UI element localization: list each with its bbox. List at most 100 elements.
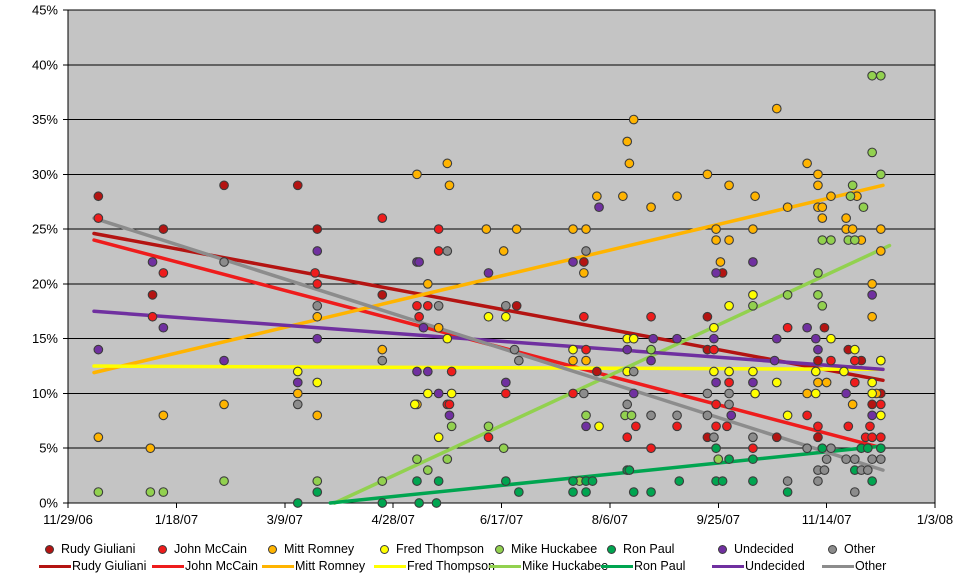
x-axis-tick-label: 11/29/06: [43, 512, 93, 527]
data-point-fred-thompson: [409, 399, 420, 410]
data-point-fred-thompson: [446, 388, 457, 399]
data-point-undecided: [748, 377, 758, 388]
data-point-mitt-romney: [802, 388, 812, 399]
data-point-john-mccain: [622, 432, 633, 443]
y-axis-tick-label: 20%: [32, 276, 58, 291]
data-point-mitt-romney: [711, 224, 721, 234]
data-point-rudy-giuliani: [813, 432, 823, 443]
data-point-undecided: [433, 388, 444, 399]
data-point-john-mccain: [446, 366, 457, 377]
data-point-ron-paul: [875, 443, 886, 454]
legend-line-icon: [489, 564, 521, 568]
data-point-undecided: [726, 410, 737, 421]
data-point-mitt-romney: [750, 191, 760, 202]
legend-line-icon: [152, 564, 184, 568]
data-point-ron-paul: [674, 476, 685, 486]
data-point-mitt-romney: [145, 443, 156, 454]
data-point-john-mccain: [843, 421, 854, 432]
data-point-mike-huckabee: [826, 235, 836, 245]
data-point-mitt-romney: [875, 224, 886, 234]
data-point-undecided: [292, 377, 303, 388]
data-point-mitt-romney: [622, 136, 633, 147]
data-point-mitt-romney: [292, 388, 303, 399]
legend-item-other-marker: Other: [828, 542, 875, 556]
data-point-mitt-romney: [672, 191, 682, 202]
data-point-undecided: [568, 257, 578, 267]
data-point-mitt-romney: [817, 213, 828, 224]
data-point-mitt-romney: [568, 355, 578, 366]
plot-border: [67, 9, 936, 504]
data-point-john-mccain: [500, 388, 511, 399]
legend-item-undecided-trendline: Undecided: [712, 559, 805, 573]
legend-item-mike-huckabee-marker: Mike Huckabee: [495, 542, 597, 556]
data-point-mike-huckabee: [817, 235, 828, 245]
data-point-john-mccain: [422, 300, 433, 311]
data-point-undecided: [648, 333, 659, 344]
data-point-john-mccain: [646, 443, 656, 454]
data-point-john-mccain: [849, 377, 860, 388]
data-point-rudy-giuliani: [867, 399, 877, 410]
data-point-john-mccain: [875, 399, 886, 410]
legend-item-ron-paul-trendline: Ron Paul: [601, 559, 685, 573]
x-axis-tick-label: 9/25/07: [697, 512, 740, 527]
data-point-fred-thompson: [594, 421, 604, 432]
data-point-mike-huckabee: [312, 476, 323, 486]
data-point-fred-thompson: [568, 344, 578, 355]
data-point-other: [513, 355, 524, 366]
data-point-other: [819, 465, 830, 475]
data-point-mitt-romney: [821, 377, 832, 388]
data-point-mike-huckabee: [867, 147, 877, 158]
data-point-undecided: [422, 366, 433, 377]
data-point-ron-paul: [862, 443, 873, 454]
data-point-john-mccain: [93, 213, 104, 224]
data-point-fred-thompson: [312, 377, 323, 388]
data-point-john-mccain: [568, 388, 578, 399]
data-point-john-mccain: [377, 213, 388, 224]
data-point-mike-huckabee: [875, 169, 886, 180]
data-point-mitt-romney: [724, 180, 734, 191]
data-point-other: [813, 476, 823, 486]
y-axis-tick-label: 0%: [39, 496, 58, 511]
data-point-mike-huckabee: [219, 476, 229, 486]
data-point-other: [509, 344, 520, 355]
data-point-mike-huckabee: [626, 410, 637, 421]
data-point-mitt-romney: [219, 399, 229, 410]
data-point-other: [841, 454, 851, 465]
legend-label: Mitt Romney: [295, 559, 366, 573]
legend-dot-icon: [158, 544, 167, 554]
data-point-mike-huckabee: [412, 454, 422, 465]
data-point-ron-paul: [587, 476, 598, 486]
legend-dot-icon: [45, 544, 54, 554]
data-point-mike-huckabee: [498, 443, 509, 454]
data-point-john-mccain: [782, 322, 793, 333]
legend-label: Other: [844, 542, 876, 556]
data-point-john-mccain: [849, 355, 860, 366]
y-axis-tick-label: 40%: [32, 57, 58, 72]
data-point-mitt-romney: [618, 191, 628, 202]
legend-item-undecided-marker: Undecided: [718, 542, 794, 556]
data-point-rudy-giuliani: [93, 191, 104, 202]
legend-label: Rudy Giuliani: [72, 559, 147, 573]
data-point-fred-thompson: [724, 366, 734, 377]
data-point-other: [821, 454, 832, 465]
data-point-mike-huckabee: [748, 300, 758, 311]
data-point-undecided: [581, 421, 591, 432]
data-point-ron-paul: [568, 476, 578, 486]
data-point-other: [312, 300, 323, 311]
data-point-mitt-romney: [422, 279, 433, 289]
data-point-john-mccain: [433, 224, 444, 234]
data-point-undecided: [147, 257, 158, 267]
data-point-undecided: [672, 333, 682, 344]
data-point-undecided: [594, 202, 604, 213]
data-point-rudy-giuliani: [813, 355, 823, 366]
x-axis-tick-label: 6/17/07: [480, 512, 523, 527]
x-axis-tick-label: 4/28/07: [371, 512, 414, 527]
y-axis-tick-label: 10%: [32, 386, 58, 401]
data-point-rudy-giuliani: [158, 224, 169, 234]
legend-label: Fred Thompson: [396, 542, 485, 556]
data-point-john-mccain: [711, 399, 721, 410]
data-point-fred-thompson: [875, 355, 886, 366]
legend-label: John McCain: [185, 559, 258, 573]
data-point-mitt-romney: [624, 158, 635, 169]
data-point-mitt-romney: [581, 224, 591, 234]
